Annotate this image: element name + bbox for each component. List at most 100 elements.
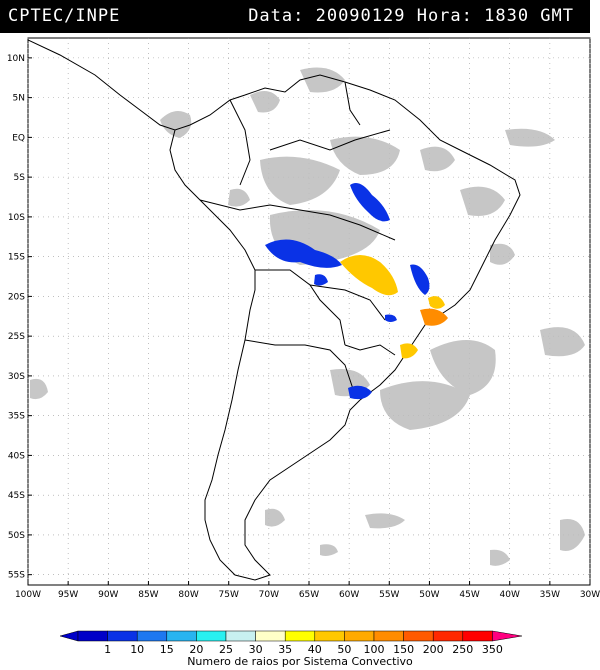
lon-label: 60W [339,590,359,600]
cloud-area [330,136,400,175]
lightning-cluster [348,385,372,400]
scale-tick-label: 35 [278,643,292,656]
lon-label: 70W [259,590,279,600]
scale-tick-label: 30 [249,643,263,656]
lat-label: 20S [8,292,25,302]
lightning-cluster [265,239,342,268]
scale-tick-label: 25 [219,643,233,656]
date-time-label: Data: 20090129 Hora: 1830 GMT [248,6,574,26]
lat-label: 10N [7,54,25,64]
country-border [309,284,386,321]
cloud-area [540,327,585,357]
scale-arrow-left [59,630,79,642]
lat-label: 15S [8,253,25,263]
lon-label: 40W [500,590,520,600]
country-border [244,339,356,396]
lon-label: 95W [58,590,78,600]
coastlines [28,39,521,581]
cloud-area [250,91,280,113]
scale-swatch [284,630,316,642]
lightning-cluster [410,264,430,295]
lightning-cluster [428,296,445,309]
lat-label: 50S [8,531,25,541]
country-border [344,344,396,356]
scale-tick-label: 100 [364,643,385,656]
lightning-cluster [314,274,328,286]
lightning-systems [265,182,448,400]
scale-swatch [255,630,286,642]
scale-swatch [166,630,197,642]
cloud-area [160,111,192,138]
country-border [255,269,346,346]
longitude-labels: 100W 95W 90W 85W 80W 75W 70W 65W 60W 55W 50W 45W 40W… [15,590,600,600]
lon-label: 35W [540,590,560,600]
cloud-area [265,508,285,527]
scale-tick-label: 40 [308,643,322,656]
country-border [269,129,391,151]
scale-tick-label: 150 [393,643,414,656]
scale-tick-label: 1 [104,643,111,656]
lat-label: 5N [13,94,25,104]
scale-swatch [107,630,138,642]
scale-swatch [403,630,434,642]
lightning-cluster [400,343,418,359]
scale-tick-label: 50 [337,643,351,656]
lightning-color-scale [59,630,523,642]
scale-swatch [432,630,464,642]
scale-arrow-right [492,630,523,642]
lon-label: 55W [379,590,399,600]
cloud-area [320,544,338,556]
scale-swatch [373,630,404,642]
cloud-area [228,188,250,207]
scale-swatch [344,630,375,642]
scale-swatch [136,630,168,642]
lon-label: 65W [299,590,319,600]
map-frame [27,37,591,586]
cloud-area [300,67,345,93]
country-border [229,99,251,186]
lat-label: 55S [8,571,25,581]
color-scale-ticks: 1 10 15 20 25 30 35 40 50 100 150 200 250 350 [104,643,503,656]
scale-tick-label: 350 [482,643,503,656]
lon-label: 30W [580,590,600,600]
cloud-area [30,378,48,400]
lat-label: 45S [8,491,25,501]
scale-tick-label: 200 [423,643,444,656]
lightning-cluster [420,308,448,326]
scale-swatch [462,630,493,642]
scale-tick-label: 250 [452,643,473,656]
lat-label: 35S [8,412,25,422]
cloud-area [505,128,555,147]
lat-label: EQ [12,133,25,143]
lon-label: 50W [419,590,439,600]
scale-tick-label: 20 [189,643,203,656]
cloud-area [430,340,496,395]
legend-title: Numero de raios por Sistema Convectivo [187,655,413,668]
cloud-area [560,519,585,551]
lat-label: 10S [8,213,25,223]
lon-label: 100W [15,590,41,600]
scale-swatch [77,630,108,642]
scale-swatch [196,630,227,642]
organization-label: CPTEC/INPE [8,6,121,26]
cloud-area [490,243,515,265]
lightning-cluster [385,314,397,322]
lon-label: 85W [138,590,158,600]
header-bar: CPTEC/INPE Data: 20090129 Hora: 1830 GMT [0,0,590,33]
cloud-area [365,513,405,529]
lon-label: 80W [178,590,198,600]
country-border [344,81,361,126]
central-america-coast [28,39,246,131]
cloud-area [380,381,470,430]
lat-label: 5S [14,173,26,183]
scale-swatch [314,630,345,642]
cloud-area [490,549,510,566]
scale-swatch [225,630,256,642]
lat-label: 25S [8,332,25,342]
lightning-cluster [340,255,398,296]
country-border [199,199,396,241]
scale-tick-label: 15 [160,643,174,656]
lat-label: 40S [8,451,25,461]
south-america-coast [169,74,521,581]
